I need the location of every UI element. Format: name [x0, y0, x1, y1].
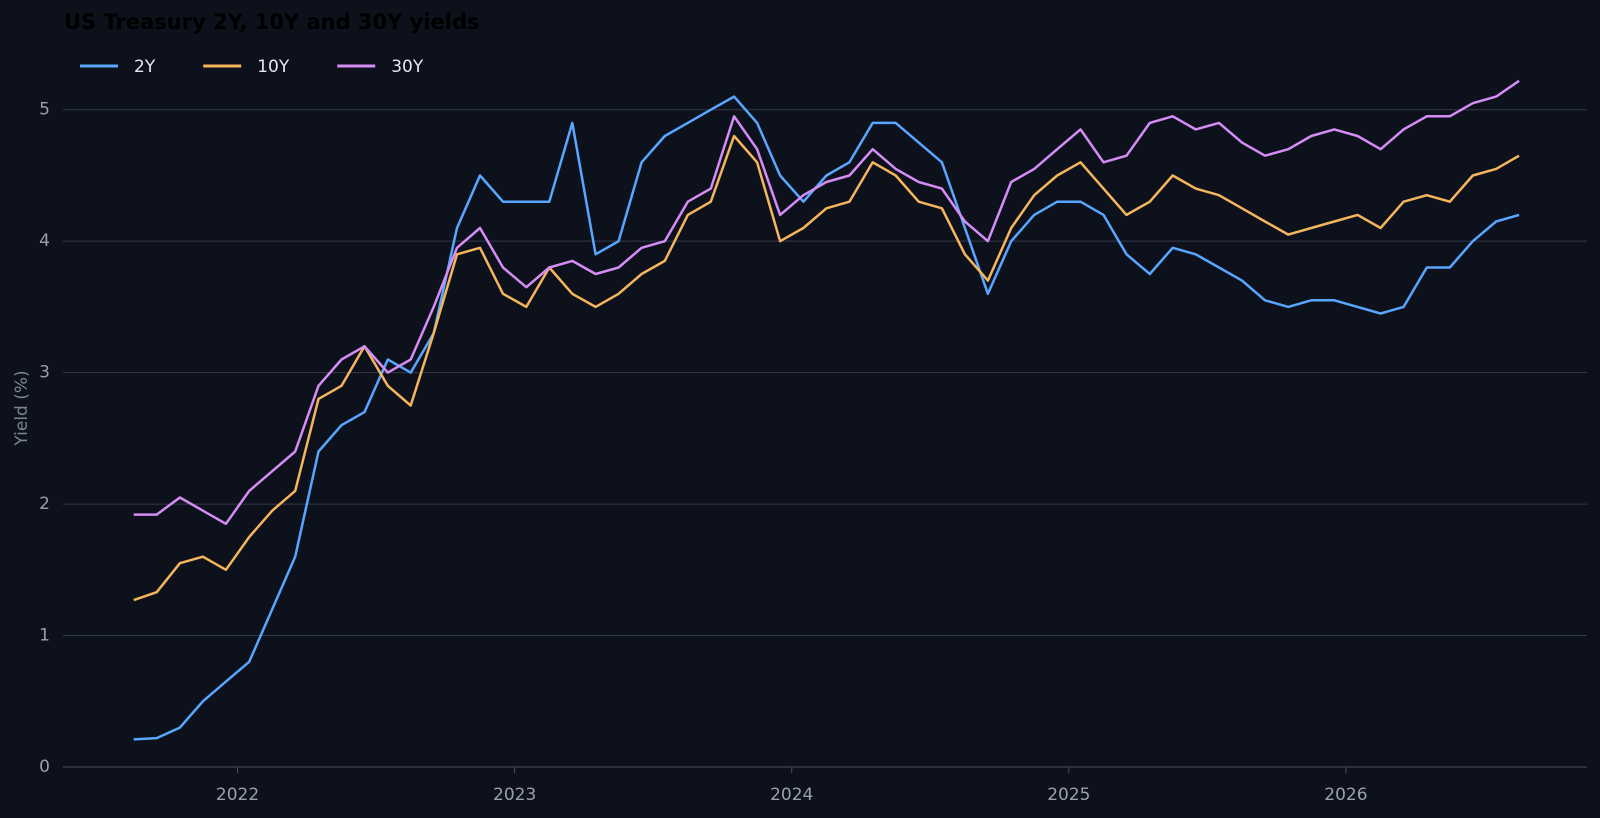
- legend-label: 2Y: [134, 57, 156, 77]
- x-tick-label: 2023: [493, 785, 536, 805]
- y-tick-label: 0: [39, 757, 50, 777]
- series-line: [133, 95, 1520, 741]
- x-tick-label: 2024: [770, 785, 813, 805]
- y-axis-label: Yield (%): [12, 370, 32, 446]
- y-tick-label: 4: [39, 231, 50, 251]
- x-tick-label: 2026: [1324, 785, 1367, 805]
- y-tick-label: 2: [39, 494, 50, 514]
- y-tick-label: 1: [39, 626, 50, 646]
- x-tick-label: 2022: [216, 785, 259, 805]
- x-tick-label: 2025: [1047, 785, 1090, 805]
- y-tick-label: 3: [39, 363, 50, 383]
- y-tick-label: 5: [39, 100, 50, 120]
- legend-label: 30Y: [391, 57, 424, 77]
- chart-title: US Treasury 2Y, 10Y and 30Y yields: [64, 10, 480, 34]
- legend-label: 10Y: [257, 57, 290, 77]
- series-line: [133, 79, 1520, 526]
